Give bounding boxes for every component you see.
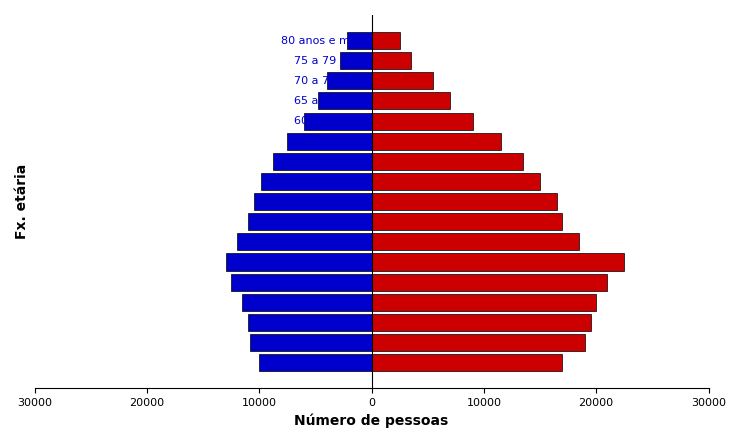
Text: 15 a 19 anos: 15 a 19 anos — [294, 297, 366, 307]
Bar — [250, 334, 371, 351]
Bar — [273, 153, 371, 170]
Bar — [248, 213, 371, 230]
Bar — [318, 93, 371, 109]
Bar — [371, 274, 608, 291]
Bar — [304, 113, 371, 130]
Bar — [371, 213, 562, 230]
Bar — [242, 294, 371, 311]
Text: 60 a 64 anos: 60 a 64 anos — [294, 116, 366, 126]
Bar — [347, 32, 371, 49]
Bar — [371, 72, 433, 89]
Bar — [371, 314, 591, 331]
Text: 65 a 69 anos: 65 a 69 anos — [294, 96, 366, 106]
Text: 40 a 44 anos: 40 a 44 anos — [293, 197, 366, 206]
Text: 70 a 74 anos: 70 a 74 anos — [293, 76, 366, 86]
Bar — [231, 274, 371, 291]
Bar — [371, 173, 540, 190]
Text: 35 a 39 anos: 35 a 39 anos — [294, 217, 366, 227]
Text: 55 a 59 anos: 55 a 59 anos — [294, 136, 366, 146]
Bar — [371, 113, 473, 130]
Bar — [371, 294, 597, 311]
Bar — [371, 334, 585, 351]
Text: 45 a 49 anos: 45 a 49 anos — [293, 176, 366, 187]
Y-axis label: Fx. etária: Fx. etária — [15, 164, 29, 239]
Bar — [371, 193, 557, 210]
Bar — [288, 132, 371, 150]
Bar — [371, 233, 579, 250]
Text: 0 a 4 anos: 0 a 4 anos — [308, 358, 366, 368]
X-axis label: Número de pessoas: Número de pessoas — [294, 413, 448, 428]
Bar — [371, 253, 624, 271]
Bar — [225, 253, 371, 271]
Bar — [371, 52, 411, 69]
Bar — [327, 72, 371, 89]
Bar — [236, 233, 371, 250]
Bar — [371, 354, 562, 371]
Bar — [371, 132, 501, 150]
Text: 25 a 29 anos: 25 a 29 anos — [293, 257, 366, 267]
Bar — [259, 354, 371, 371]
Bar — [248, 314, 371, 331]
Text: 50 a 54 anos: 50 a 54 anos — [294, 156, 366, 166]
Text: 5 a 9 anos: 5 a 9 anos — [308, 338, 366, 348]
Text: 75 a 79 anos: 75 a 79 anos — [293, 56, 366, 66]
Text: 20 a 24 anos: 20 a 24 anos — [293, 277, 366, 287]
Text: 10 a 14 anos: 10 a 14 anos — [294, 318, 366, 327]
Bar — [371, 32, 399, 49]
Bar — [340, 52, 371, 69]
Bar — [371, 153, 523, 170]
Bar — [262, 173, 371, 190]
Bar — [371, 93, 450, 109]
Text: 30 a 34 anos: 30 a 34 anos — [294, 237, 366, 247]
Bar — [253, 193, 371, 210]
Text: 80 anos e mais: 80 anos e mais — [282, 35, 366, 46]
